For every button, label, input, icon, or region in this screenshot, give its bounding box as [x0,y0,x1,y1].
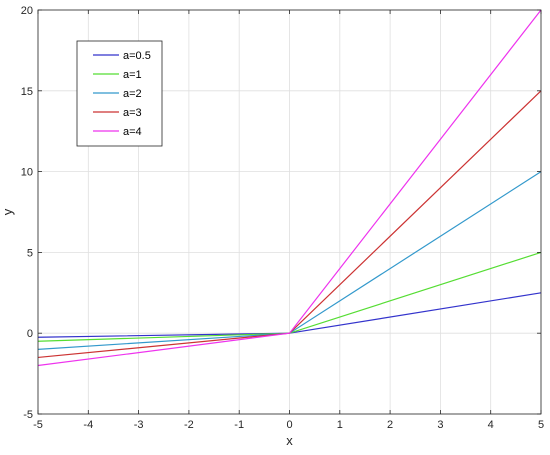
y-tick-label: 20 [21,5,33,17]
x-ticks: -5 -4 -3 -2 -1 0 1 2 3 4 5 [33,10,544,431]
legend-entry-label: a=3 [123,107,142,119]
y-tick-label: 10 [21,167,33,179]
y-axis-label: y [0,208,15,215]
x-tick-label: 2 [387,419,393,431]
x-axis-label: x [286,433,293,448]
legend-entry-label: a=1 [123,69,142,81]
y-ticks: -5 0 5 10 15 20 [21,5,541,421]
x-tick-label: -2 [184,419,194,431]
x-tick-label: -5 [33,419,43,431]
x-tick-label: -4 [83,419,93,431]
x-tick-label: 4 [488,419,494,431]
legend-box [76,40,163,147]
y-tick-label: 15 [21,86,33,98]
x-tick-label: -1 [234,419,244,431]
legend: a=0.5 a=1 a=2 a=3 a=4 [76,40,163,147]
y-tick-label: 5 [27,247,33,259]
series-layer [37,9,542,367]
x-tick-label: 1 [337,419,343,431]
x-tick-label: 5 [538,419,544,431]
y-tick-label: -5 [23,409,33,421]
legend-entry-label: a=4 [123,126,142,138]
x-tick-label: -3 [134,419,144,431]
legend-entry-label: a=0.5 [123,50,151,62]
x-tick-label: 3 [437,419,443,431]
x-tick-label: 0 [286,419,292,431]
y-tick-label: 0 [27,328,33,340]
series-line-5 [37,9,542,367]
legend-entry-label: a=2 [123,88,142,100]
